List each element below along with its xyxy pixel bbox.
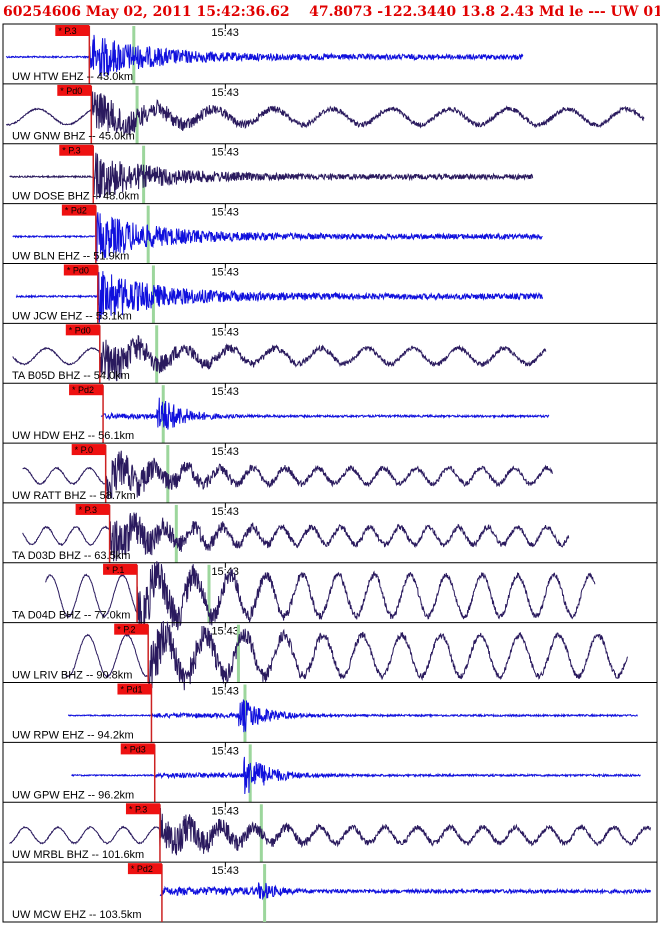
station-label: UW MCW EHZ -- 103.5km [12, 909, 142, 921]
pick-label: * P.1 [106, 565, 124, 575]
station-label: TA D03D BHZ -- 63.5km [12, 550, 130, 562]
trace-panel: 15:43 * Pd0 UW JCW EHZ -- 53.1km [3, 262, 657, 324]
time-tick-label: 15:43 [211, 207, 239, 219]
waveform-line [159, 882, 651, 901]
station-label: UW JCW EHZ -- 53.1km [12, 310, 132, 322]
time-tick-label: 15:43 [211, 506, 239, 518]
pick-box [69, 384, 104, 396]
pick-label: * Pd0 [67, 265, 89, 275]
pick-label: * P.0 [75, 445, 93, 455]
time-tick-label: 15:43 [211, 266, 239, 278]
pick-box [117, 683, 152, 695]
trace-panel: 15:43 * Pd1 UW RPW EHZ -- 94.2km [3, 682, 657, 743]
waveform-line [15, 271, 543, 323]
pick-label: * Pd3 [124, 744, 146, 754]
trace-panel: 15:43 * P.3 UW MRBL BHZ -- 101.6km [3, 801, 657, 863]
station-label: UW GPW EHZ -- 96.2km [12, 789, 134, 801]
time-tick-label: 15:43 [211, 686, 239, 698]
trace-panel: 15:43 * Pd2 UW HDW EHZ -- 56.1km [3, 382, 657, 444]
waveform-line [5, 91, 645, 137]
waveform-line [9, 807, 651, 856]
trace-panel: 15:43 * Pd3 UW GPW EHZ -- 96.2km [3, 741, 657, 803]
time-tick-label: 15:43 [211, 87, 239, 99]
waveform-line [5, 34, 524, 77]
waveform-line [9, 152, 534, 200]
pick-label: * Pd1 [120, 685, 142, 695]
pick-label: * P.3 [58, 26, 76, 36]
pick-box [75, 503, 110, 515]
waveform-line [67, 699, 638, 733]
station-label: UW MRBL BHZ -- 101.6km [12, 849, 144, 861]
waveform-line [12, 334, 547, 382]
pick-label: * P.3 [129, 804, 147, 814]
pick-label: * Pd2 [65, 206, 87, 216]
time-tick-label: 15:43 [211, 446, 239, 458]
waveform-line [22, 450, 553, 500]
event-header: 60254606 May 02, 2011 15:42:36.62 47.807… [3, 4, 660, 20]
station-label: UW HTW EHZ -- 43.0km [12, 71, 133, 83]
pick-box [63, 264, 98, 276]
pick-box [57, 84, 92, 96]
waveform-line [64, 620, 629, 691]
trace-panel: 15:43 * P.3 TA D03D BHZ -- 63.5km [3, 502, 657, 563]
pick-label: * P.2 [117, 625, 135, 635]
waveform-line [22, 512, 570, 562]
pick-box [61, 204, 96, 216]
station-label: UW RPW EHZ -- 94.2km [12, 729, 134, 741]
pick-label: * Pd2 [72, 385, 94, 395]
trace-panel: 15:43 * Pd0 TA B05D BHZ -- 54.0km [3, 322, 657, 384]
trace-panel: 15:43 * P.3 UW DOSE BHZ -- 48.0km [3, 143, 657, 204]
pick-box [59, 144, 94, 156]
pick-box [120, 743, 155, 755]
pick-label: * Pd2 [131, 864, 153, 874]
station-label: UW BLN EHZ -- 51.9km [12, 250, 129, 262]
time-tick-label: 15:43 [211, 745, 239, 757]
time-tick-label: 15:43 [211, 805, 239, 817]
station-label: TA D04D BHZ -- 77.0km [12, 610, 130, 622]
time-tick-label: 15:43 [211, 27, 239, 39]
pick-box [71, 444, 106, 456]
station-label: TA B05D BHZ -- 54.0km [12, 370, 130, 382]
station-label: UW HDW EHZ -- 56.1km [12, 430, 134, 442]
waveform-line [71, 756, 641, 795]
waveform-line [100, 397, 550, 430]
trace-panel: 15:43 * Pd2 UW BLN EHZ -- 51.9km [3, 203, 657, 264]
pick-label: * Pd0 [60, 86, 82, 96]
trace-panel: 15:43 * Pd0 UW GNW BHZ -- 45.0km [3, 83, 657, 144]
pick-box [65, 324, 100, 336]
time-tick-label: 15:43 [211, 326, 239, 338]
time-tick-label: 15:43 [211, 147, 239, 159]
time-tick-label: 15:43 [211, 626, 239, 638]
pick-box [114, 623, 149, 635]
trace-panel: 15:43 * P.3 UW HTW EHZ -- 43.0km [5, 24, 524, 84]
station-label: UW DOSE BHZ -- 48.0km [12, 191, 139, 203]
station-label: UW LRIV BHZ -- 90.8km [12, 670, 132, 682]
station-label: UW RATT BHZ -- 58.7km [12, 490, 136, 502]
pick-label: * P.3 [79, 505, 97, 515]
pick-label: * Pd0 [69, 325, 91, 335]
time-tick-label: 15:43 [211, 865, 239, 877]
pick-box [125, 803, 160, 815]
trace-panel: 15:43 * P.2 UW LRIV BHZ -- 90.8km [3, 620, 657, 691]
station-label: UW GNW BHZ -- 45.0km [12, 131, 135, 143]
pick-label: * P.3 [62, 146, 80, 156]
pick-box [55, 25, 90, 36]
pick-box [103, 563, 138, 575]
trace-panel: 15:43 * Pd2 UW MCW EHZ -- 103.5km [3, 861, 657, 922]
pick-box [127, 863, 162, 875]
trace-panel: 15:43 * P.0 UW RATT BHZ -- 58.7km [3, 442, 657, 503]
time-tick-label: 15:43 [211, 386, 239, 398]
chart-frame [2, 23, 658, 923]
trace-panel: 15:43* P.1TA D04D BHZ -- 77.0km [3, 561, 657, 631]
waveform-line [12, 211, 543, 262]
